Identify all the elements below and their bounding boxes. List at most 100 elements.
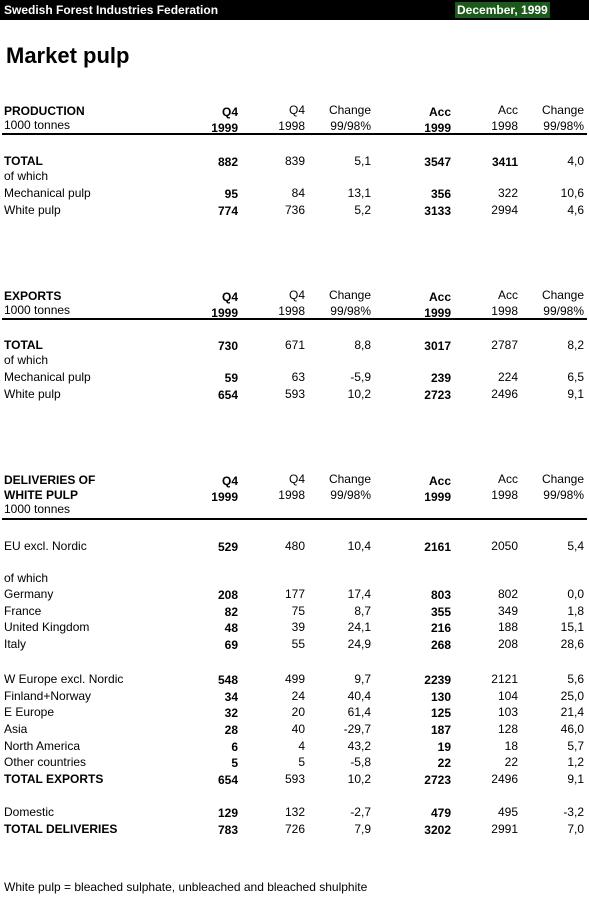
cell: 5 [298, 755, 305, 769]
cell: 132 [284, 805, 305, 819]
cell: 103 [497, 705, 518, 719]
cell: 2050 [491, 539, 518, 553]
cell: 8,7 [354, 604, 371, 618]
cell: 4,6 [567, 203, 584, 217]
cell: 839 [284, 154, 305, 168]
cell: 2994 [491, 203, 518, 217]
section-heading: DELIVERIES OF [4, 473, 96, 487]
section-heading: EXPORTS [4, 289, 62, 303]
cell: 3547 [424, 155, 451, 169]
column-header: 99/98% [543, 488, 584, 502]
column-header: Q4 [288, 288, 305, 302]
cell: 9,1 [567, 387, 584, 401]
row-label: Domestic [4, 805, 55, 819]
cell: 499 [284, 672, 305, 686]
cell: 75 [291, 604, 305, 618]
row-label: TOTAL [4, 154, 43, 168]
cell: 22 [437, 756, 451, 770]
cell: 5,2 [354, 203, 371, 217]
column-header: Q4 [221, 105, 238, 119]
cell: 9,7 [354, 672, 371, 686]
cell: 19 [437, 740, 451, 754]
cell: 2723 [424, 388, 451, 402]
cell: 882 [217, 155, 238, 169]
cell: 208 [217, 588, 238, 602]
row-label: of which [4, 571, 49, 585]
column-header: 99/98% [330, 488, 371, 502]
column-header: 1999 [211, 121, 238, 135]
column-header: 99/98% [543, 304, 584, 318]
section-heading: 1000 tonnes [4, 118, 71, 132]
cell: 802 [497, 587, 518, 601]
column-header: 99/98% [543, 119, 584, 133]
cell: -2,7 [350, 805, 371, 819]
cell: 593 [284, 772, 305, 786]
row-label: TOTAL EXPORTS [4, 772, 104, 786]
cell: 208 [497, 637, 518, 651]
column-header: Q4 [288, 472, 305, 486]
column-header: Q4 [288, 103, 305, 117]
row-label: TOTAL [4, 338, 43, 352]
row-label: Mechanical pulp [4, 370, 91, 384]
cell: 18 [504, 739, 518, 753]
row-label: Finland+Norway [4, 689, 92, 703]
cell: 1,2 [567, 755, 584, 769]
cell: 40,4 [347, 689, 371, 703]
cell: 9,1 [567, 772, 584, 786]
cell: 46,0 [560, 722, 584, 736]
cell: 7,0 [567, 822, 584, 836]
cell: 479 [430, 806, 451, 820]
row-label: Asia [4, 722, 28, 736]
cell: 268 [430, 638, 451, 652]
row-label: Germany [4, 587, 54, 601]
cell: 25,0 [560, 689, 584, 703]
cell: 730 [217, 339, 238, 353]
cell: 356 [430, 187, 451, 201]
cell: 671 [284, 338, 305, 352]
column-header: 1999 [424, 306, 451, 320]
cell: 2496 [491, 387, 518, 401]
cell: 5,6 [567, 672, 584, 686]
column-header: Q4 [221, 290, 238, 304]
row-label: White pulp [4, 203, 61, 217]
cell: 55 [291, 637, 305, 651]
cell: 130 [430, 690, 451, 704]
column-header: Acc [497, 472, 518, 486]
column-header: Change [328, 472, 371, 486]
cell: 8,2 [567, 338, 584, 352]
cell: 22 [504, 755, 518, 769]
cell: 2239 [424, 673, 451, 687]
column-header: 1998 [491, 488, 518, 502]
cell: 34 [224, 690, 238, 704]
cell: 2496 [491, 772, 518, 786]
cell: 4,0 [567, 154, 584, 168]
cell: 3202 [424, 823, 451, 837]
cell: 125 [430, 706, 451, 720]
column-header: 1999 [424, 490, 451, 504]
cell: 224 [497, 370, 518, 384]
cell: 10,6 [560, 186, 584, 200]
cell: 95 [224, 187, 238, 201]
cell: 355 [430, 605, 451, 619]
cell: 24 [291, 689, 305, 703]
header-bar: Swedish Forest Industries Federation Dec… [0, 0, 589, 20]
cell: 548 [217, 673, 238, 687]
cell: 128 [497, 722, 518, 736]
cell: 15,1 [560, 620, 584, 634]
column-header: 1998 [491, 304, 518, 318]
cell: 8,8 [354, 338, 371, 352]
cell: 7,9 [354, 822, 371, 836]
column-header: 1999 [424, 121, 451, 135]
organization: Swedish Forest Industries Federation [4, 3, 219, 17]
cell: 61,4 [347, 705, 371, 719]
cell: 24,9 [347, 637, 371, 651]
cell: 774 [217, 204, 238, 218]
column-header: Acc [428, 474, 451, 488]
cell: 5,1 [354, 154, 371, 168]
cell: 129 [217, 806, 238, 820]
cell: 216 [430, 621, 451, 635]
cell: 2723 [424, 773, 451, 787]
cell: 5,4 [567, 539, 584, 553]
cell: -29,7 [343, 722, 371, 736]
cell: 349 [497, 604, 518, 618]
